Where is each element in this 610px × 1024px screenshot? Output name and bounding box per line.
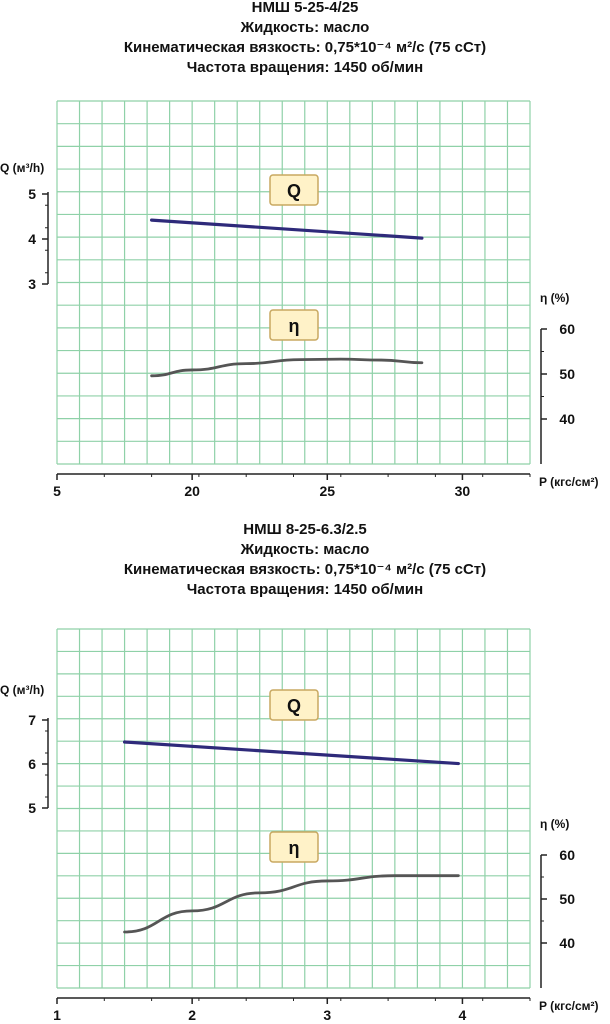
chart1-eta-badge-label: η: [289, 316, 300, 336]
chart2-x-axis-label: P (кгс/см²): [539, 999, 599, 1013]
chart1-q-series-line: [150, 218, 424, 240]
chart1-q-tick-label: 3: [28, 276, 36, 292]
chart1-x-tick-label: 30: [455, 483, 471, 499]
chart1-subtitle-2: Кинематическая вязкость: 0,75*10⁻⁴ м²/с …: [123, 39, 487, 56]
chart1-eta-tick-label: 60: [559, 321, 575, 337]
chart1-eta-series-line: [150, 357, 424, 378]
chart1-title: НМШ 5-25-4/25: [251, 0, 359, 16]
chart1-x-axis-label: P (кгс/см²): [539, 475, 599, 489]
chart2-x-tick-label: 1: [53, 1007, 61, 1023]
chart2-title-block: НМШ 8-25-6.3/2.5 Жидкость: масло Кинемат…: [0, 520, 610, 600]
chart1-x-tick-label: 20: [184, 483, 200, 499]
chart2-subtitle-2: Кинематическая вязкость: 0,75*10⁻⁴ м²/с …: [123, 561, 487, 578]
chart2-eta-axis-label: η (%): [540, 817, 569, 831]
chart2-q-badge-box: [269, 689, 319, 721]
chart2-q-axis-label: Q (м³/h): [0, 683, 44, 697]
chart2-q-tick-label: 6: [28, 756, 36, 772]
chart1-subtitle-1: Жидкость: масло: [240, 19, 370, 36]
chart1-q-tick-label: 4: [28, 231, 36, 247]
chart2-eta-tick-label: 40: [559, 935, 575, 951]
chart2-eta-badge-box: [269, 831, 319, 863]
chart2-eta-tick-label: 60: [559, 847, 575, 863]
chart2-q-badge-label: Q: [287, 696, 301, 716]
chart2-eta-tick-label: 50: [559, 891, 575, 907]
chart2-x-tick-label: 4: [459, 1007, 467, 1023]
chart1-q-axis-label: Q (м³/h): [0, 161, 44, 175]
chart1-title-block: НМШ 5-25-4/25 Жидкость: масло Кинематиче…: [0, 0, 610, 78]
chart1-plot: 5 20 25 30 P (кгс/см²) 3 4 5 Q (м³/h) 40 50 60 η (%)…: [0, 100, 599, 499]
chart2-x-tick-label: 2: [188, 1007, 196, 1023]
chart2-eta-series-line: [123, 874, 460, 934]
chart2-title: НМШ 8-25-6.3/2.5: [243, 521, 367, 538]
chart1-q-badge-label: Q: [287, 181, 301, 201]
chart2-eta-badge-label: η: [289, 838, 300, 858]
chart1-x-tick-label: 25: [319, 483, 335, 499]
chart1-eta-tick-label: 40: [559, 411, 575, 427]
chart1-q-badge-box: [269, 174, 319, 206]
chart2-subtitle-1: Жидкость: масло: [240, 541, 370, 558]
chart1-eta-axis-label: η (%): [540, 291, 569, 305]
chart2-subtitle-3: Частота вращения: 1450 об/мин: [186, 581, 424, 598]
chart1-q-tick-label: 5: [28, 186, 36, 202]
chart2-q-tick-label: 5: [28, 800, 36, 816]
chart1-subtitle-3: Частота вращения: 1450 об/мин: [186, 59, 424, 76]
chart2-x-tick-label: 3: [323, 1007, 331, 1023]
chart2-q-tick-label: 7: [28, 712, 36, 728]
chart1-eta-badge-box: [269, 309, 319, 341]
chart1-eta-tick-label: 50: [559, 366, 575, 382]
chart2-q-series-line: [122, 740, 460, 766]
chart1-x-tick-label: 5: [53, 483, 61, 499]
